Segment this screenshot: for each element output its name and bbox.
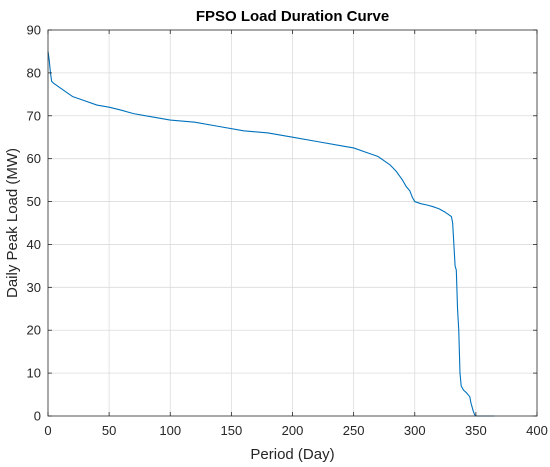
x-tick-label: 350 — [465, 423, 487, 438]
axis-ticks: 0 50 100 150 200 250 300 350 400 0 10 20 30 40 50 60 70 8… — [27, 23, 548, 439]
x-tick-label: 100 — [159, 423, 181, 438]
x-tick-label: 150 — [221, 423, 243, 438]
series-layer — [47, 51, 495, 417]
x-tick-label: 300 — [404, 423, 426, 438]
y-tick-label: 90 — [27, 23, 41, 38]
y-tick-label: 50 — [27, 194, 41, 209]
x-tick-label: 400 — [526, 423, 548, 438]
y-tick-label: 70 — [27, 108, 41, 123]
load-duration-line — [47, 51, 495, 417]
y-tick-label: 30 — [27, 280, 41, 295]
x-tick-label: 200 — [282, 423, 304, 438]
y-tick-label: 40 — [27, 237, 41, 252]
y-axis-label: Daily Peak Load (MW) — [4, 148, 21, 298]
y-tick-label: 80 — [27, 65, 41, 80]
y-tick-label: 20 — [27, 323, 41, 338]
chart-title: FPSO Load Duration Curve — [196, 8, 389, 25]
x-tick-label: 250 — [343, 423, 365, 438]
y-tick-label: 0 — [34, 409, 41, 424]
x-axis-label: Period (Day) — [250, 446, 334, 463]
x-tick-label: 50 — [102, 423, 116, 438]
y-tick-label: 60 — [27, 151, 41, 166]
y-tick-label: 10 — [27, 366, 41, 381]
grid-lines — [48, 30, 537, 416]
x-tick-label: 0 — [44, 423, 51, 438]
